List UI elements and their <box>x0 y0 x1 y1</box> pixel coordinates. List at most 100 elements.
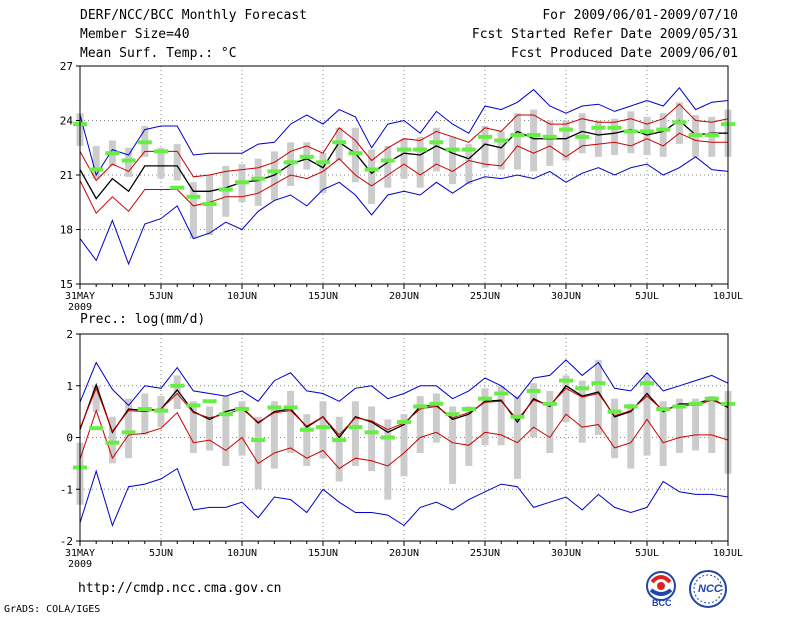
observed-bar <box>170 185 185 190</box>
observed-bar <box>89 426 104 431</box>
x-year-label: 2009 <box>68 559 92 570</box>
observed-bar <box>429 140 444 145</box>
observed-bar <box>704 396 719 401</box>
spread-box <box>173 375 181 410</box>
observed-bar <box>656 127 671 132</box>
bcc-logo-icon <box>646 571 676 601</box>
ncc-logo: NCC <box>684 568 732 614</box>
spread-box <box>238 401 246 456</box>
spread-box <box>416 136 424 188</box>
spread-box <box>351 401 359 466</box>
panel-title: Prec.: log(mm/d) <box>80 312 205 327</box>
observed-bar <box>478 396 492 401</box>
x-tick-label: 5JUN <box>149 291 173 302</box>
observed-bar <box>559 378 573 383</box>
spread-box <box>611 398 619 459</box>
spread-box <box>643 116 651 156</box>
spread-box <box>497 385 505 446</box>
observed-bar <box>397 419 411 424</box>
series-line-mean_plus_sd <box>79 103 729 182</box>
series-line-max <box>79 359 729 407</box>
spread-box <box>141 393 149 435</box>
x-tick-label: 25JUN <box>470 548 500 559</box>
y-tick-label: 2 <box>66 328 73 341</box>
y-tick-label: -2 <box>60 535 73 548</box>
y-tick-label: 15 <box>60 278 73 291</box>
y-tick-label: 0 <box>66 432 73 445</box>
spread-box <box>594 359 602 435</box>
observed-bar <box>688 133 703 138</box>
observed-bar <box>542 401 557 406</box>
y-tick-label: 21 <box>60 169 73 182</box>
x-tick-label: 15JUN <box>308 291 338 302</box>
spread-box <box>173 144 181 181</box>
spread-box <box>254 416 262 490</box>
spread-box <box>449 136 457 185</box>
spread-box <box>270 151 278 201</box>
spread-box <box>432 127 440 172</box>
ncc-logo-text: NCC <box>698 583 722 595</box>
x-tick-label: 10JUN <box>227 291 257 302</box>
bcc-logo-text: BCC <box>652 598 672 608</box>
y-tick-label: 24 <box>60 115 74 128</box>
series-line-min <box>79 467 729 527</box>
spread-box <box>692 398 700 451</box>
observed-bar <box>672 404 687 409</box>
observed-bar <box>218 412 233 417</box>
observed-bar <box>154 149 168 154</box>
bcc-logo: BCC <box>640 568 682 614</box>
observed-bar <box>283 160 298 165</box>
observed-bar <box>494 138 509 143</box>
observed-bar <box>218 187 233 192</box>
header-left: DERF/NCC/BCC Monthly Forecast Member Size… <box>80 6 307 63</box>
observed-bar <box>154 408 168 413</box>
observed-bar <box>283 405 298 410</box>
spread-box <box>562 375 570 422</box>
y-tick-label: 18 <box>60 224 73 237</box>
observed-bar <box>429 401 444 406</box>
spread-box <box>465 144 473 185</box>
spread-box <box>400 138 408 179</box>
spread-box <box>627 403 635 469</box>
forecast-period-label: For 2009/06/01-2009/07/10 <box>542 8 738 23</box>
spread-box <box>92 385 100 412</box>
spread-box <box>125 398 133 459</box>
spread-box <box>546 120 554 166</box>
spread-box <box>319 401 327 459</box>
x-tick-label: 20JUN <box>389 548 419 559</box>
x-tick-label: 25JUN <box>470 291 500 302</box>
spread-box <box>384 145 392 188</box>
y-tick-label: 1 <box>66 380 73 393</box>
spread-box <box>708 396 716 454</box>
series-line-mean_minus_sd <box>79 132 728 215</box>
observed-bar <box>170 383 185 388</box>
observed-bar <box>607 409 622 414</box>
x-tick-label: 5JUL <box>635 291 659 302</box>
observed-bar <box>559 127 573 132</box>
series-line-min <box>79 87 729 177</box>
spread-box <box>659 401 667 466</box>
observed-bar <box>251 176 266 181</box>
spread-box <box>254 158 262 206</box>
spread-box <box>513 396 521 479</box>
y-tick-label: 27 <box>60 60 73 73</box>
x-tick-label: 31MAY <box>65 291 95 302</box>
source-url[interactable]: http://cmdp.ncc.cma.gov.cn <box>78 581 282 596</box>
spread-box <box>319 153 327 194</box>
spread-box <box>465 406 473 466</box>
x-tick-label: 30JUN <box>551 548 581 559</box>
observed-bar <box>591 381 606 386</box>
observed-bar <box>89 167 104 172</box>
observed-bar <box>251 438 266 443</box>
chart-panel-1: 15 18 21 24 27 31MAY 5JUN 10JUN 15JUN 20JUN 25JUN 3… <box>60 60 743 313</box>
observed-bar <box>445 147 460 152</box>
x-tick-label: 30JUN <box>551 291 581 302</box>
observed-bar <box>591 125 606 130</box>
spread-box <box>449 406 457 485</box>
observed-bar <box>202 399 217 404</box>
spread-box <box>368 149 376 205</box>
observed-bar <box>316 425 330 430</box>
series-line-max <box>79 156 729 266</box>
observed-bar <box>494 391 509 396</box>
